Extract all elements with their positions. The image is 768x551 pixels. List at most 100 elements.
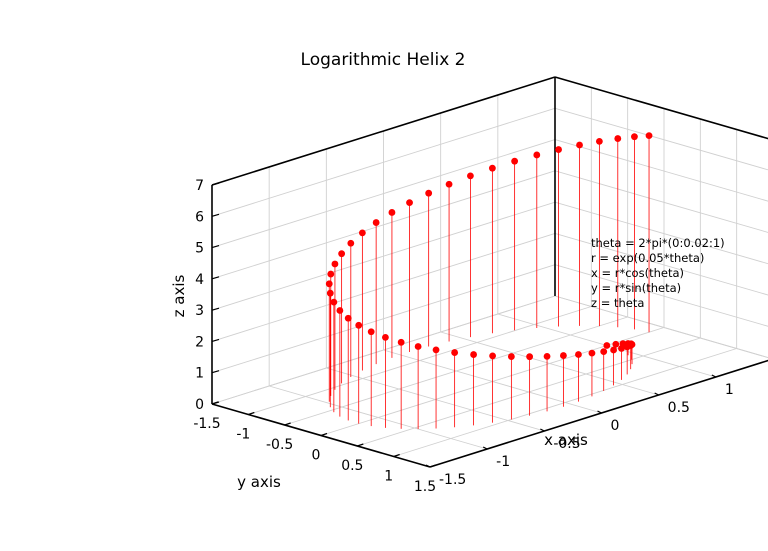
grid-line: [554, 201, 768, 265]
data-point: [414, 343, 422, 350]
data-point: [344, 314, 352, 322]
annotation: theta = 2*pi*(0:0.02:1) r = exp(0.05*the…: [591, 236, 725, 310]
x-tick: [597, 410, 602, 414]
data-point: [470, 351, 477, 358]
data-point: [325, 280, 333, 288]
x-tick: [711, 374, 717, 378]
grid-line: [554, 232, 768, 296]
data-point: [595, 137, 603, 145]
y-tick-label: 1.5: [414, 479, 436, 495]
grid-line: [393, 348, 737, 457]
grid-line: [554, 107, 768, 171]
box-edge: [211, 76, 556, 186]
y-tick: [429, 464, 437, 468]
data-point: [451, 349, 459, 356]
y-tick: [284, 422, 291, 426]
x-tick: [654, 392, 659, 396]
annotation-line: z = theta: [591, 296, 644, 310]
z-tick: [211, 182, 220, 186]
z-tick-label: 5: [195, 241, 204, 257]
z-tick-label: 7: [195, 178, 204, 194]
annotation-line: y = r*sin(theta): [591, 281, 681, 295]
y-tick: [248, 411, 255, 416]
data-point: [338, 250, 346, 258]
y-tick-label: -1: [236, 427, 250, 443]
z-tick: [211, 276, 220, 280]
data-point: [645, 132, 653, 140]
data-point: [432, 346, 440, 354]
marker-layer: [325, 132, 653, 361]
grid-line: [554, 139, 768, 202]
y-tick-label: 1: [384, 469, 393, 485]
data-point: [610, 346, 617, 354]
z-axis-label: z axis: [170, 274, 188, 317]
y-tick: [320, 432, 328, 437]
grid-line: [211, 170, 556, 280]
x-tick-label: -0.5: [553, 436, 580, 452]
data-point: [382, 334, 389, 341]
annotation-line: theta = 2*pi*(0:0.02:1): [591, 236, 725, 250]
grid-line: [211, 201, 556, 311]
z-tick: [211, 244, 220, 249]
data-point: [575, 351, 582, 358]
grid-line: [211, 295, 556, 405]
x-tick-label: 0: [611, 418, 620, 434]
data-point: [555, 146, 562, 153]
data-point: [326, 289, 334, 297]
y-tick-label: 0.5: [341, 458, 363, 474]
grid-line: [211, 264, 556, 374]
z-tick: [211, 370, 220, 374]
x-tick-label: 0.5: [668, 400, 690, 416]
x-tick-label: 1: [725, 382, 734, 398]
grid-line: [211, 139, 556, 249]
data-point: [507, 353, 515, 360]
data-point: [355, 321, 363, 329]
z-tick-label: 2: [195, 334, 204, 350]
grid-line: [554, 264, 768, 327]
grid-line: [211, 232, 556, 342]
data-point: [367, 328, 375, 336]
annotation-line: x = r*cos(theta): [591, 266, 684, 280]
box-edge: [554, 76, 768, 140]
data-point: [347, 239, 355, 247]
data-point: [560, 352, 567, 359]
y-tick-label: -1.5: [193, 416, 220, 432]
x-axis-label: x axis: [544, 431, 588, 449]
data-point: [372, 219, 380, 226]
y-tick: [357, 443, 364, 447]
z-tick: [211, 213, 220, 217]
y-tick-label: -0.5: [266, 437, 293, 453]
data-point: [445, 180, 453, 188]
data-point: [600, 348, 608, 356]
x-tick-label: -1: [496, 454, 510, 470]
y-tick: [393, 453, 400, 458]
grid-line: [357, 337, 701, 447]
z-tick: [211, 401, 220, 405]
data-point: [603, 342, 611, 349]
annotation-line: r = exp(0.05*theta): [591, 251, 704, 265]
y-axis-label: y axis: [237, 473, 281, 491]
y-tick-label: 0: [312, 448, 321, 464]
chart-title: Logarithmic Helix 2: [301, 50, 466, 70]
z-tick-label: 6: [195, 209, 204, 225]
data-point: [388, 209, 396, 216]
data-point: [526, 353, 534, 361]
grid-line: [211, 107, 556, 217]
x-tick: [482, 446, 488, 450]
x-tick: [425, 464, 431, 468]
stem-layer: [328, 135, 650, 430]
data-point: [397, 338, 405, 346]
grid-line: [284, 316, 628, 426]
grid-line: [554, 295, 768, 359]
data-point: [489, 352, 497, 360]
data-point: [330, 298, 338, 306]
data-point: [331, 260, 339, 268]
data-point: [425, 189, 433, 197]
data-point: [631, 133, 638, 141]
data-point: [467, 172, 474, 180]
data-point: [533, 151, 541, 159]
data-point: [336, 307, 344, 314]
x-tick-label: -1.5: [439, 472, 466, 488]
data-point: [358, 229, 366, 237]
z-tick-label: 0: [195, 397, 204, 413]
